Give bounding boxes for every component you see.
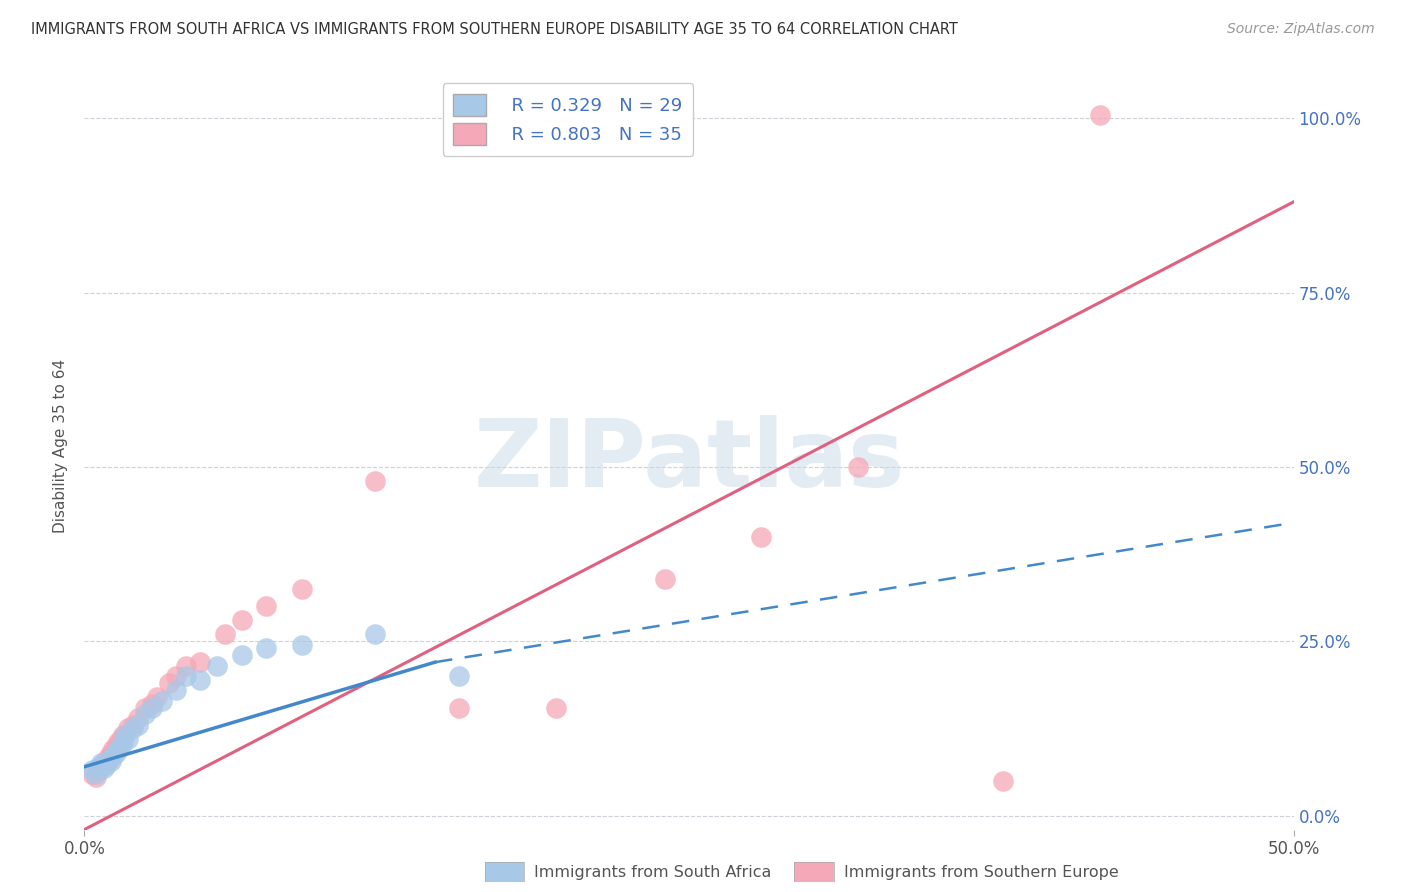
Point (174, 658, 197, 673)
Point (100, 746, 122, 760)
Point (103, 749, 125, 764)
Point (97, 749, 120, 764)
Point (134, 700, 156, 714)
Point (254, 641, 277, 656)
Point (363, 627, 385, 641)
Point (80, 764, 103, 778)
Point (104, 739, 127, 753)
Point (190, 673, 212, 687)
Point (165, 683, 187, 698)
Text: IMMIGRANTS FROM SOUTH AFRICA VS IMMIGRANTS FROM SOUTHERN EUROPE DISABILITY AGE 3: IMMIGRANTS FROM SOUTH AFRICA VS IMMIGRAN… (31, 22, 957, 37)
Point (127, 718, 149, 732)
Point (157, 676, 180, 690)
Point (141, 697, 163, 711)
Point (174, 669, 197, 683)
Point (231, 648, 253, 663)
Point (93, 761, 115, 775)
Point (207, 658, 229, 673)
Point (1088, 108, 1111, 122)
Text: Source: ZipAtlas.com: Source: ZipAtlas.com (1227, 22, 1375, 37)
Point (751, 530, 773, 544)
Point (90, 756, 112, 771)
Point (134, 707, 156, 722)
Point (107, 735, 129, 749)
Text: Immigrants from Southern Europe: Immigrants from Southern Europe (844, 865, 1118, 880)
Point (103, 742, 125, 756)
Point (110, 739, 132, 753)
Point (112, 735, 135, 749)
Point (93, 756, 115, 771)
Point (121, 718, 143, 732)
Legend:   R = 0.329   N = 29,   R = 0.803   N = 35: R = 0.329 N = 29, R = 0.803 N = 35 (443, 83, 693, 156)
Point (90, 760, 112, 774)
Point (100, 754, 122, 768)
Point (165, 669, 187, 683)
Point (363, 474, 385, 488)
Point (94, 758, 117, 772)
Text: ZIPatlas: ZIPatlas (474, 416, 904, 508)
Point (86, 770, 108, 784)
Point (86, 766, 108, 780)
Point (127, 711, 149, 725)
Point (80, 766, 103, 780)
Point (291, 638, 314, 652)
Point (107, 742, 129, 756)
Point (87, 764, 110, 778)
Point (104, 746, 127, 760)
Point (121, 722, 143, 736)
Point (449, 669, 471, 683)
Point (114, 728, 136, 742)
Point (146, 690, 169, 704)
Point (141, 700, 163, 714)
Text: Immigrants from South Africa: Immigrants from South Africa (534, 865, 772, 880)
Point (214, 627, 236, 641)
Point (654, 572, 676, 586)
Point (94, 753, 117, 767)
Point (110, 731, 132, 746)
Point (846, 459, 869, 474)
Point (150, 693, 173, 707)
Point (117, 731, 139, 746)
Point (231, 613, 253, 627)
Point (291, 582, 314, 596)
Point (544, 700, 567, 714)
Y-axis label: Disability Age 35 to 64: Disability Age 35 to 64 (53, 359, 69, 533)
Point (97, 753, 120, 767)
Point (112, 728, 135, 742)
Point (993, 773, 1015, 788)
Point (449, 700, 471, 714)
Point (254, 599, 277, 614)
Point (190, 655, 212, 669)
Point (117, 722, 139, 736)
Point (87, 760, 110, 774)
